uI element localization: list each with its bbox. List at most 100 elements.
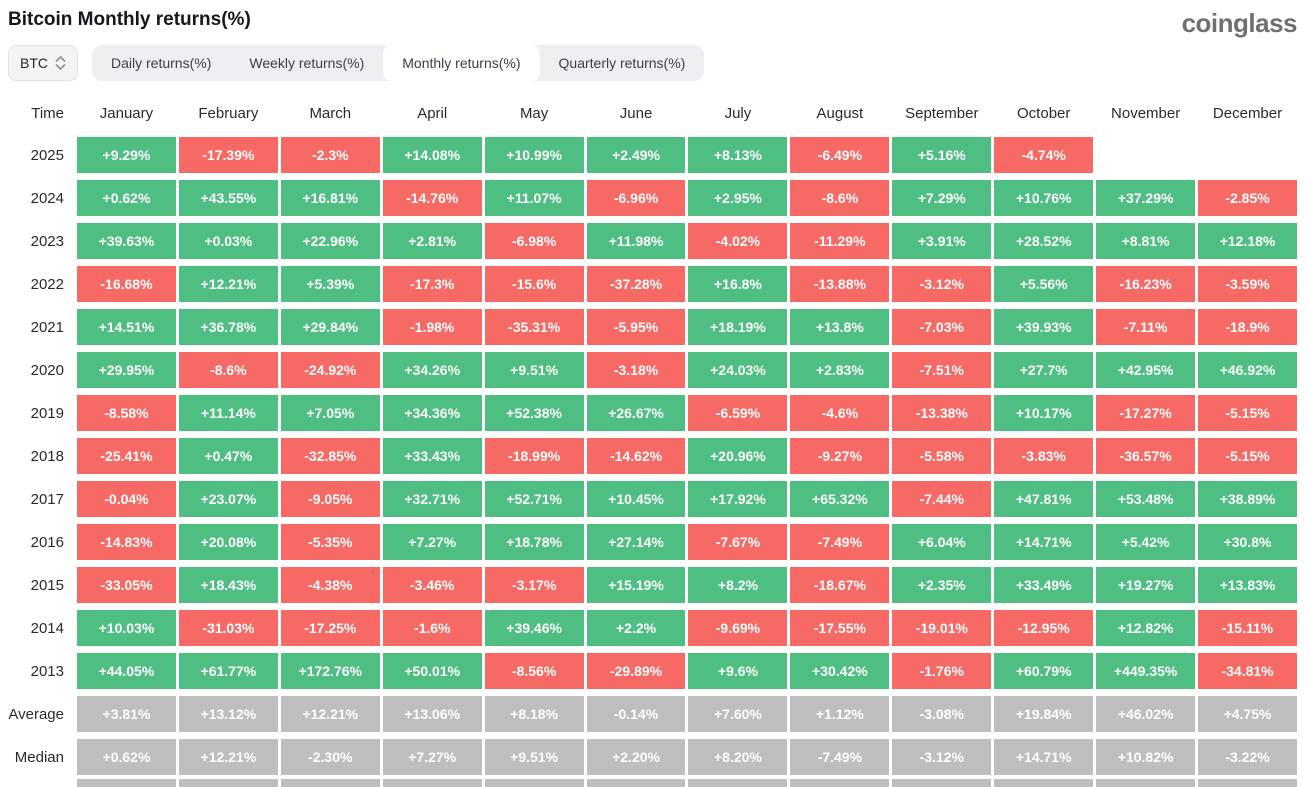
cell-2016-april: +7.27% bbox=[382, 524, 482, 560]
cell-2025-april: +14.08% bbox=[382, 137, 482, 173]
tab-daily-returns[interactable]: Daily returns(%) bbox=[92, 45, 230, 81]
cell-2022-february: +12.21% bbox=[178, 266, 278, 302]
cell-2025-september: +5.16% bbox=[892, 137, 992, 173]
cell-average-august: +1.12% bbox=[790, 696, 890, 732]
cell-2019-may: +52.38% bbox=[484, 395, 584, 431]
cell-2021-september: -7.03% bbox=[892, 309, 992, 345]
cell-2020-march: -24.92% bbox=[280, 352, 380, 388]
cell-2021-may: -35.31% bbox=[484, 309, 584, 345]
cell-2023-may: -6.98% bbox=[484, 223, 584, 259]
cell-2014-january: +10.03% bbox=[77, 610, 176, 646]
column-header-january: January bbox=[99, 105, 154, 122]
cell-2023-march: +22.96% bbox=[280, 223, 380, 259]
cell-2018-january: -25.41% bbox=[77, 438, 176, 474]
cell-median-september: -3.12% bbox=[892, 739, 992, 775]
cell-2017-november: +53.48% bbox=[1096, 481, 1196, 517]
tab-weekly-returns[interactable]: Weekly returns(%) bbox=[230, 45, 383, 81]
symbol-selector[interactable]: BTC bbox=[8, 45, 78, 81]
cell-2022-june: -37.28% bbox=[586, 266, 686, 302]
cell-average-november: +46.02% bbox=[1096, 696, 1196, 732]
column-header-august: August bbox=[816, 105, 864, 122]
cell-2025-august: -6.49% bbox=[790, 137, 890, 173]
cutoff-row-label bbox=[8, 779, 74, 787]
cell-2023-january: +39.63% bbox=[77, 223, 176, 259]
cell-median-october: +14.71% bbox=[994, 739, 1094, 775]
cell-2019-june: +26.67% bbox=[586, 395, 686, 431]
cell-2014-august: -17.55% bbox=[790, 610, 890, 646]
cell-2016-december: +30.8% bbox=[1198, 524, 1297, 560]
cell-2013-april: +50.01% bbox=[382, 653, 482, 689]
cell-2016-june: +27.14% bbox=[586, 524, 686, 560]
cell-2013-october: +60.79% bbox=[994, 653, 1094, 689]
cell-2020-january: +29.95% bbox=[77, 352, 176, 388]
cell-2013-march: +172.76% bbox=[280, 653, 380, 689]
cell-2024-september: +7.29% bbox=[892, 180, 992, 216]
cell-2022-march: +5.39% bbox=[280, 266, 380, 302]
cell-2020-february: -8.6% bbox=[178, 352, 278, 388]
cell-2018-november: -36.57% bbox=[1096, 438, 1196, 474]
cell-2015-november: +19.27% bbox=[1096, 567, 1196, 603]
cell-2013-may: -8.56% bbox=[484, 653, 584, 689]
cell-2017-september: -7.44% bbox=[892, 481, 992, 517]
cutoff-cell-july bbox=[688, 779, 788, 787]
cell-median-may: +9.51% bbox=[484, 739, 584, 775]
cell-2020-april: +34.26% bbox=[382, 352, 482, 388]
cell-2021-february: +36.78% bbox=[178, 309, 278, 345]
cell-2014-april: -1.6% bbox=[382, 610, 482, 646]
cell-2023-august: -11.29% bbox=[790, 223, 890, 259]
cell-2021-november: -7.11% bbox=[1096, 309, 1196, 345]
cell-2024-december: -2.85% bbox=[1198, 180, 1297, 216]
cell-average-december: +4.75% bbox=[1198, 696, 1297, 732]
column-header-may: May bbox=[519, 105, 549, 122]
cell-2015-may: -3.17% bbox=[484, 567, 584, 603]
column-header-september: September bbox=[905, 105, 979, 122]
cell-median-april: +7.27% bbox=[382, 739, 482, 775]
topbar: Bitcoin Monthly returns(%) coinglass bbox=[8, 0, 1298, 45]
cell-2019-october: +10.17% bbox=[994, 395, 1094, 431]
cutoff-cell-february bbox=[178, 779, 278, 787]
cell-2025-january: +9.29% bbox=[77, 137, 176, 173]
cell-2015-april: -3.46% bbox=[382, 567, 482, 603]
cell-2024-october: +10.76% bbox=[994, 180, 1094, 216]
tab-quarterly-returns[interactable]: Quarterly returns(%) bbox=[540, 45, 705, 81]
cell-2020-july: +24.03% bbox=[688, 352, 788, 388]
column-header-december: December bbox=[1212, 105, 1283, 122]
cell-2022-july: +16.8% bbox=[688, 266, 788, 302]
cutoff-row bbox=[8, 779, 1297, 787]
cell-2024-november: +37.29% bbox=[1096, 180, 1196, 216]
cell-2025-june: +2.49% bbox=[586, 137, 686, 173]
cell-2013-november: +449.35% bbox=[1096, 653, 1196, 689]
cell-2021-march: +29.84% bbox=[280, 309, 380, 345]
cell-2021-january: +14.51% bbox=[77, 309, 176, 345]
cell-median-july: +8.20% bbox=[688, 739, 788, 775]
cell-2016-march: -5.35% bbox=[280, 524, 380, 560]
cell-2019-december: -5.15% bbox=[1198, 395, 1297, 431]
cell-2019-april: +34.36% bbox=[382, 395, 482, 431]
cell-2020-october: +27.7% bbox=[994, 352, 1094, 388]
cell-2017-december: +38.89% bbox=[1198, 481, 1297, 517]
tab-monthly-returns[interactable]: Monthly returns(%) bbox=[383, 45, 540, 81]
column-header-june: June bbox=[619, 105, 653, 122]
cell-2017-october: +47.81% bbox=[994, 481, 1094, 517]
cell-2017-june: +10.45% bbox=[586, 481, 686, 517]
cell-2025-may: +10.99% bbox=[484, 137, 584, 173]
cutoff-cell-march bbox=[280, 779, 380, 787]
cell-2024-january: +0.62% bbox=[77, 180, 176, 216]
cell-2025-february: -17.39% bbox=[178, 137, 278, 173]
row-label-2024: 2024 bbox=[30, 189, 64, 207]
controls-row: BTC Daily returns(%) Weekly returns(%) M… bbox=[8, 45, 1297, 81]
cell-2014-june: +2.2% bbox=[586, 610, 686, 646]
cell-2016-november: +5.42% bbox=[1096, 524, 1196, 560]
cell-2020-november: +42.95% bbox=[1096, 352, 1196, 388]
cell-2020-august: +2.83% bbox=[790, 352, 890, 388]
cell-2015-january: -33.05% bbox=[77, 567, 176, 603]
row-label-2015: 2015 bbox=[30, 576, 64, 594]
cell-2016-july: -7.67% bbox=[688, 524, 788, 560]
row-label-2020: 2020 bbox=[30, 361, 64, 379]
cell-2025-october: -4.74% bbox=[994, 137, 1094, 173]
cutoff-cell-may bbox=[484, 779, 584, 787]
cell-2022-december: -3.59% bbox=[1198, 266, 1297, 302]
row-label-2018: 2018 bbox=[30, 447, 64, 465]
cell-median-january: +0.62% bbox=[77, 739, 176, 775]
